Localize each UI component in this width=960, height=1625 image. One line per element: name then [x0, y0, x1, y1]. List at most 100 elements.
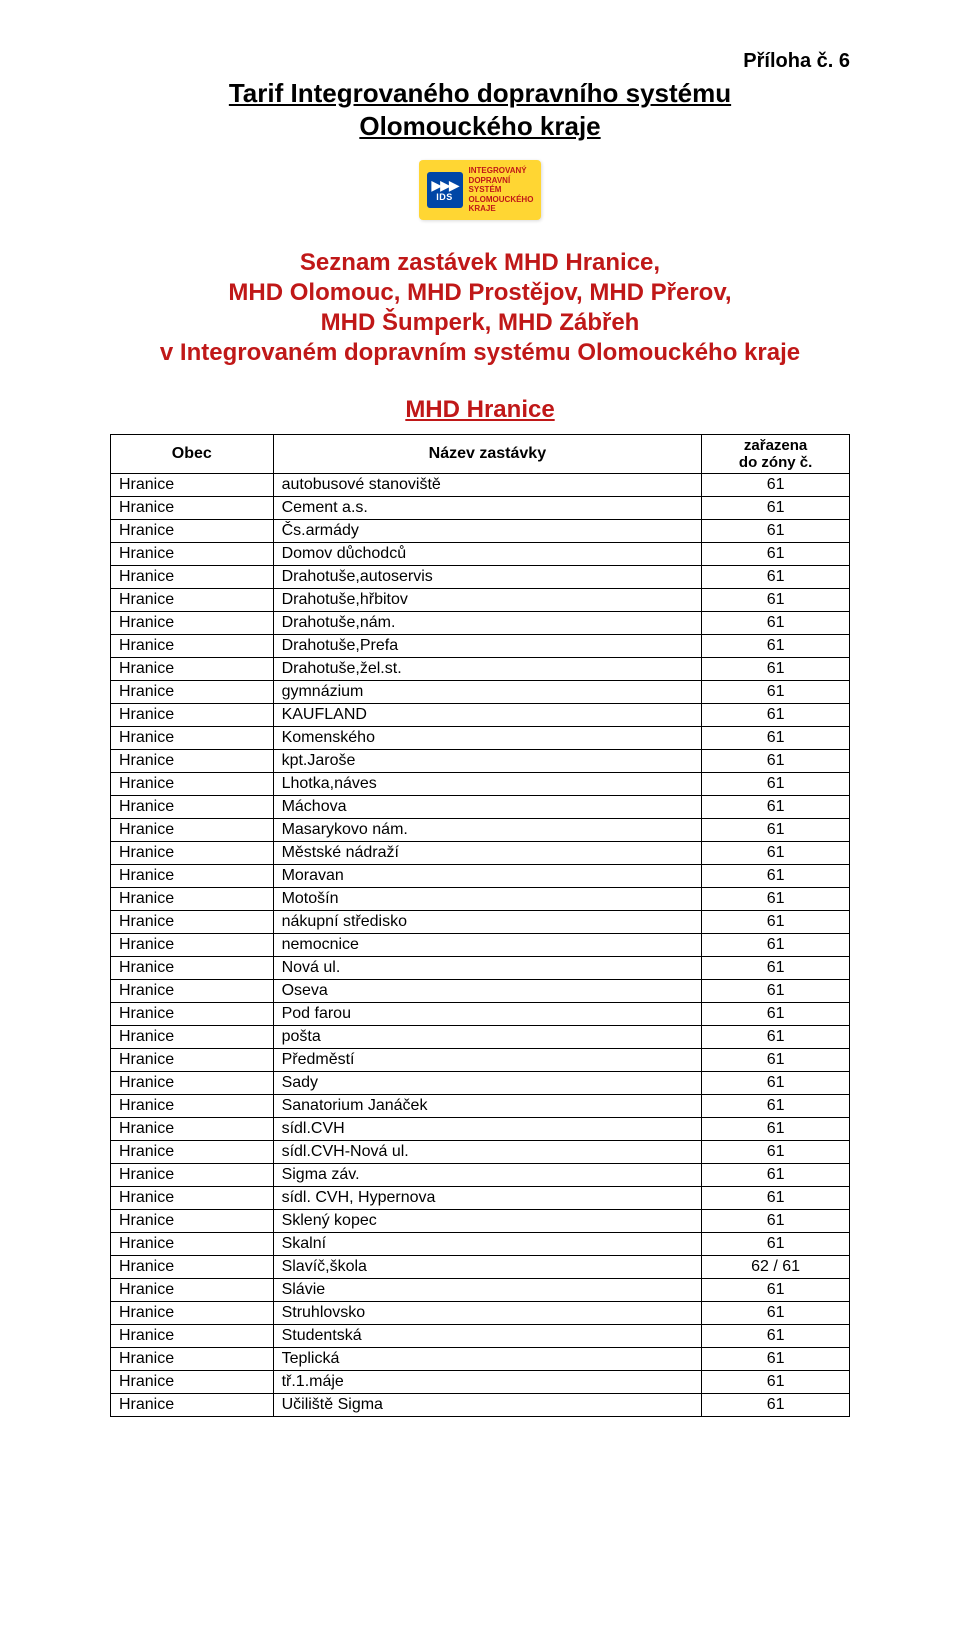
cell-zone: 61 [702, 1187, 850, 1210]
table-row: HraniceKomenského61 [111, 727, 850, 750]
cell-obec: Hranice [111, 1256, 274, 1279]
appendix-label: Příloha č. 6 [110, 50, 850, 73]
cell-obec: Hranice [111, 1141, 274, 1164]
subtitle-line-2: MHD Olomouc, MHD Prostějov, MHD Přerov, [228, 279, 731, 306]
cell-obec: Hranice [111, 934, 274, 957]
cell-obec: Hranice [111, 566, 274, 589]
subtitle-line-1: Seznam zastávek MHD Hranice, [300, 249, 660, 276]
cell-zone: 61 [702, 658, 850, 681]
cell-zone: 61 [702, 1348, 850, 1371]
table-row: HraniceCement a.s.61 [111, 497, 850, 520]
cell-obec: Hranice [111, 1049, 274, 1072]
table-row: Hranicesídl.CVH-Nová ul.61 [111, 1141, 850, 1164]
cell-zone: 61 [702, 497, 850, 520]
cell-zone: 61 [702, 1049, 850, 1072]
cell-zone: 61 [702, 566, 850, 589]
cell-nazev: Drahotuše,hřbitov [273, 589, 702, 612]
table-row: HraniceSklený kopec61 [111, 1210, 850, 1233]
table-row: HraniceStudentská61 [111, 1325, 850, 1348]
cell-nazev: Sklený kopec [273, 1210, 702, 1233]
table-row: HraniceDomov důchodců61 [111, 543, 850, 566]
table-row: HraniceNová ul.61 [111, 957, 850, 980]
table-row: HranicePod farou61 [111, 1003, 850, 1026]
cell-obec: Hranice [111, 520, 274, 543]
table-row: HraniceStruhlovsko61 [111, 1302, 850, 1325]
cell-zone: 61 [702, 520, 850, 543]
cell-nazev: Čs.armády [273, 520, 702, 543]
logo-badge: ▶▶▶ IDS [427, 172, 463, 208]
cell-zone: 61 [702, 980, 850, 1003]
cell-nazev: Drahotuše,nám. [273, 612, 702, 635]
cell-obec: Hranice [111, 635, 274, 658]
table-row: HraniceSigma záv.61 [111, 1164, 850, 1187]
cell-nazev: Motošín [273, 888, 702, 911]
cell-zone: 61 [702, 1026, 850, 1049]
cell-obec: Hranice [111, 1233, 274, 1256]
cell-zone: 61 [702, 1095, 850, 1118]
cell-zone: 61 [702, 796, 850, 819]
cell-nazev: Slavíč,škola [273, 1256, 702, 1279]
cell-obec: Hranice [111, 474, 274, 497]
header-zone-line-2: do zóny č. [739, 454, 812, 471]
cell-zone: 61 [702, 681, 850, 704]
section-heading: MHD Hranice [110, 396, 850, 424]
table-row: HraniceDrahotuše,žel.st.61 [111, 658, 850, 681]
logo-inner: ▶▶▶ IDS INTEGROVANÝ DOPRAVNÍ SYSTÉM OLOM… [427, 166, 534, 214]
cell-zone: 61 [702, 704, 850, 727]
cell-nazev: Cement a.s. [273, 497, 702, 520]
cell-obec: Hranice [111, 1371, 274, 1394]
cell-obec: Hranice [111, 773, 274, 796]
logo-text-1: INTEGROVANÝ [469, 166, 527, 175]
cell-nazev: Předměstí [273, 1049, 702, 1072]
table-row: HraniceUčiliště Sigma61 [111, 1394, 850, 1417]
header-zone-line-1: zařazena [744, 437, 807, 454]
cell-zone: 61 [702, 888, 850, 911]
table-row: HraniceSady61 [111, 1072, 850, 1095]
cell-zone: 61 [702, 1325, 850, 1348]
logo-text-3: SYSTÉM [469, 185, 502, 194]
cell-zone: 61 [702, 1164, 850, 1187]
table-row: Hranicenákupní středisko61 [111, 911, 850, 934]
cell-zone: 61 [702, 1072, 850, 1095]
table-row: Hranicepošta61 [111, 1026, 850, 1049]
cell-obec: Hranice [111, 612, 274, 635]
cell-zone: 61 [702, 1394, 850, 1417]
table-row: HraniceOseva61 [111, 980, 850, 1003]
table-row: HraniceSanatorium Janáček61 [111, 1095, 850, 1118]
logo-ids-text: IDS [436, 192, 453, 202]
cell-obec: Hranice [111, 1003, 274, 1026]
cell-obec: Hranice [111, 1026, 274, 1049]
cell-obec: Hranice [111, 1095, 274, 1118]
table-row: HraniceMasarykovo nám.61 [111, 819, 850, 842]
cell-zone: 61 [702, 842, 850, 865]
header-nazev: Název zastávky [273, 434, 702, 474]
table-row: HraniceSlávie61 [111, 1279, 850, 1302]
table-row: HraniceMěstské nádraží61 [111, 842, 850, 865]
subtitle-line-3: MHD Šumperk, MHD Zábřeh [321, 309, 640, 336]
cell-zone: 61 [702, 865, 850, 888]
table-row: HraniceMoravan61 [111, 865, 850, 888]
cell-zone: 61 [702, 1279, 850, 1302]
cell-zone: 61 [702, 589, 850, 612]
cell-obec: Hranice [111, 727, 274, 750]
logo-arrows-icon: ▶▶▶ [431, 178, 457, 192]
table-row: Hraniceautobusové stanoviště61 [111, 474, 850, 497]
document-title: Tarif Integrovaného dopravního systému O… [110, 77, 850, 142]
cell-obec: Hranice [111, 796, 274, 819]
table-row: HraniceMotošín61 [111, 888, 850, 911]
table-row: HraniceTeplická61 [111, 1348, 850, 1371]
table-row: HraniceDrahotuše,nám.61 [111, 612, 850, 635]
cell-nazev: Sigma záv. [273, 1164, 702, 1187]
cell-obec: Hranice [111, 704, 274, 727]
cell-nazev: Nová ul. [273, 957, 702, 980]
cell-nazev: Drahotuše,Prefa [273, 635, 702, 658]
cell-obec: Hranice [111, 911, 274, 934]
title-line-1: Tarif Integrovaného dopravního systému [229, 78, 731, 108]
logo-text: INTEGROVANÝ DOPRAVNÍ SYSTÉM OLOMOUCKÉHO … [469, 166, 534, 214]
cell-obec: Hranice [111, 1279, 274, 1302]
cell-nazev: Studentská [273, 1325, 702, 1348]
cell-nazev: Oseva [273, 980, 702, 1003]
cell-nazev: kpt.Jaroše [273, 750, 702, 773]
cell-nazev: Struhlovsko [273, 1302, 702, 1325]
cell-obec: Hranice [111, 888, 274, 911]
